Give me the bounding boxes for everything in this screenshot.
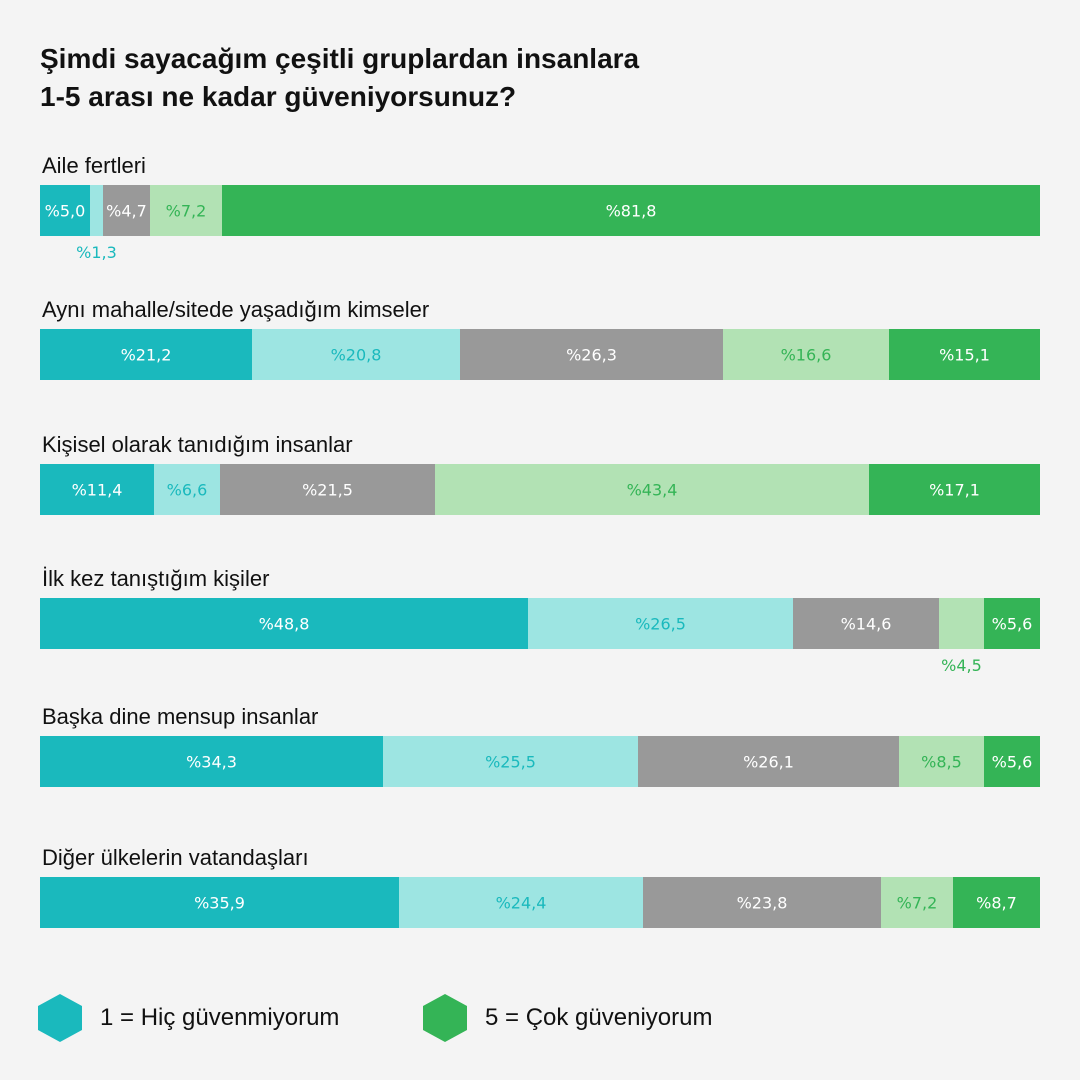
bar-segment [435,464,869,515]
data-label: %5,6 [992,615,1033,634]
category-label: Aynı mahalle/sitede yaşadığım kimseler [42,297,429,322]
chart-title-line-1: Şimdi sayacağım çeşitli gruplardan insan… [40,43,640,74]
bar-segment [154,464,220,515]
data-label: %35,9 [194,894,245,913]
legend-swatch [38,994,82,1042]
bar-segment [40,464,154,515]
data-label: %17,1 [929,481,980,500]
bar-segment [222,185,1040,236]
data-label: %26,3 [566,346,617,365]
bar-segment [460,329,723,380]
category-label: Diğer ülkelerin vatandaşları [42,845,309,870]
bar-segment [984,736,1040,787]
bar-segment [899,736,984,787]
bar-segment [881,877,953,928]
bar-segment [889,329,1040,380]
data-label: %43,4 [627,481,678,500]
bar-segment [252,329,460,380]
bar-segment [528,598,793,649]
legend-item-1: 1 = Hiç güvenmiyorum [36,990,339,1046]
legend-hexagon-icon [423,994,467,1042]
bar-segment [220,464,435,515]
bar-segment [638,736,899,787]
data-label: %11,4 [72,481,123,500]
data-label: %7,2 [897,894,938,913]
bar-segment [643,877,881,928]
bar-segment [984,598,1040,649]
data-label: %5,0 [45,202,86,221]
bar-segment [150,185,222,236]
data-label: %5,6 [992,753,1033,772]
data-label: %26,1 [743,753,794,772]
bar-segment [953,877,1040,928]
data-label: %7,2 [166,202,207,221]
data-label: %81,8 [606,202,657,221]
chart-title: Şimdi sayacağım çeşitli gruplardan insan… [40,40,800,116]
data-label: %14,6 [841,615,892,634]
category-label: Aile fertleri [42,153,146,178]
bar-segment [40,185,90,236]
bar-segment [793,598,939,649]
bar-segment [40,329,252,380]
data-label: %16,6 [781,346,832,365]
data-label: %23,8 [737,894,788,913]
bar-segment [90,185,103,236]
data-label: %8,7 [976,894,1017,913]
category-label: Kişisel olarak tanıdığım insanlar [42,432,353,457]
category-label: Başka dine mensup insanlar [42,704,318,729]
bar-segment [40,736,383,787]
data-label: %21,5 [302,481,353,500]
data-label: %24,4 [496,894,547,913]
data-label: %21,2 [121,346,172,365]
bar-segment [40,877,399,928]
data-label: %15,1 [939,346,990,365]
chart-title-line-2: 1-5 arası ne kadar güveniyorsunuz? [40,81,517,112]
legend-swatch [423,994,467,1042]
data-label: %6,6 [167,481,208,500]
data-label-outside: %1,3 [76,243,117,262]
data-label: %25,5 [485,753,536,772]
category-label: İlk kez tanıştığım kişiler [42,566,269,591]
legend: 1 = Hiç güvenmiyorum 5 = Çok güveniyorum [36,990,1036,1046]
bar-segment [40,598,528,649]
legend-hexagon-icon [38,994,82,1042]
bar-segment [869,464,1040,515]
data-label: %48,8 [259,615,310,634]
data-label: %8,5 [921,753,962,772]
data-label: %26,5 [635,615,686,634]
legend-item-5: 5 = Çok güveniyorum [421,990,712,1046]
data-label: %4,7 [106,202,147,221]
bar-segment [939,598,984,649]
stacked-bar-chart: Aile fertleri %5,0 %1,3 %4,7 %7,2 %81,8 Aynı m… [40,153,1040,928]
bar-segment [399,877,643,928]
data-label: %34,3 [186,753,237,772]
data-label: %20,8 [331,346,382,365]
bar-segment [723,329,889,380]
legend-label-5: 5 = Çok güveniyorum [485,1004,713,1031]
bar-segment [103,185,150,236]
bar-segment [383,736,638,787]
data-label-outside: %4,5 [941,656,982,675]
legend-label-1: 1 = Hiç güvenmiyorum [100,1004,340,1031]
